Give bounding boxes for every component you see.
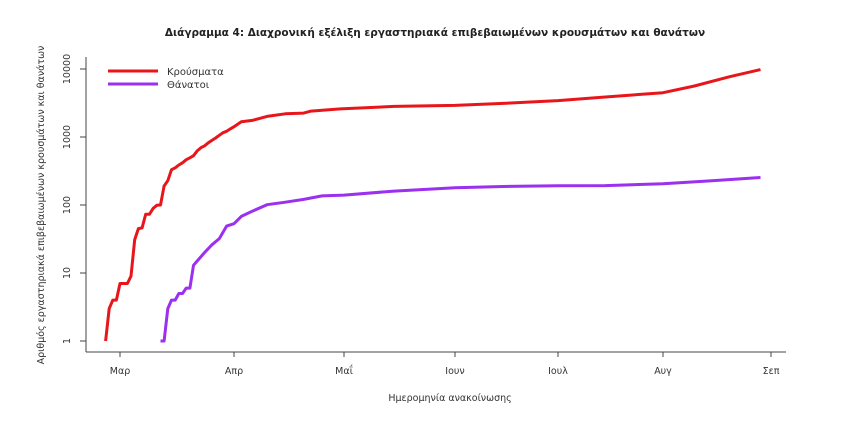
x-tick-label: Ιουλ bbox=[548, 366, 568, 377]
x-tick-label: Μαρ bbox=[110, 366, 131, 377]
y-tick-label: 1 bbox=[62, 338, 73, 344]
x-tick-label: Ιουν bbox=[445, 366, 464, 377]
y-axis-label: Αριθμός εργαστηριακά επιβεβαιωμένων κρου… bbox=[36, 46, 47, 365]
deaths-line bbox=[160, 176, 761, 343]
x-tick-label: Μαΐ bbox=[335, 365, 353, 377]
y-tick-label: 10 bbox=[62, 267, 73, 279]
x-axis-label: Ημερομηνία ανακοίνωσης bbox=[388, 393, 511, 404]
legend: Κρούσματα Θάνατοι bbox=[108, 66, 224, 91]
y-tick-label: 10000 bbox=[62, 54, 73, 84]
y-tick-label: 1000 bbox=[62, 125, 73, 149]
x-tick-label: Σεπ bbox=[763, 366, 780, 377]
y-tick-label: 100 bbox=[62, 196, 73, 214]
cases-line bbox=[104, 68, 761, 342]
x-tick-label: Αυγ bbox=[654, 366, 672, 377]
legend-label-cases: Κρούσματα bbox=[167, 66, 224, 78]
x-tick-label: Απρ bbox=[225, 366, 243, 377]
chart-title: Διάγραμμα 4: Διαχρονική εξέλιξη εργαστηρ… bbox=[165, 27, 705, 39]
legend-label-deaths: Θάνατοι bbox=[167, 79, 210, 91]
